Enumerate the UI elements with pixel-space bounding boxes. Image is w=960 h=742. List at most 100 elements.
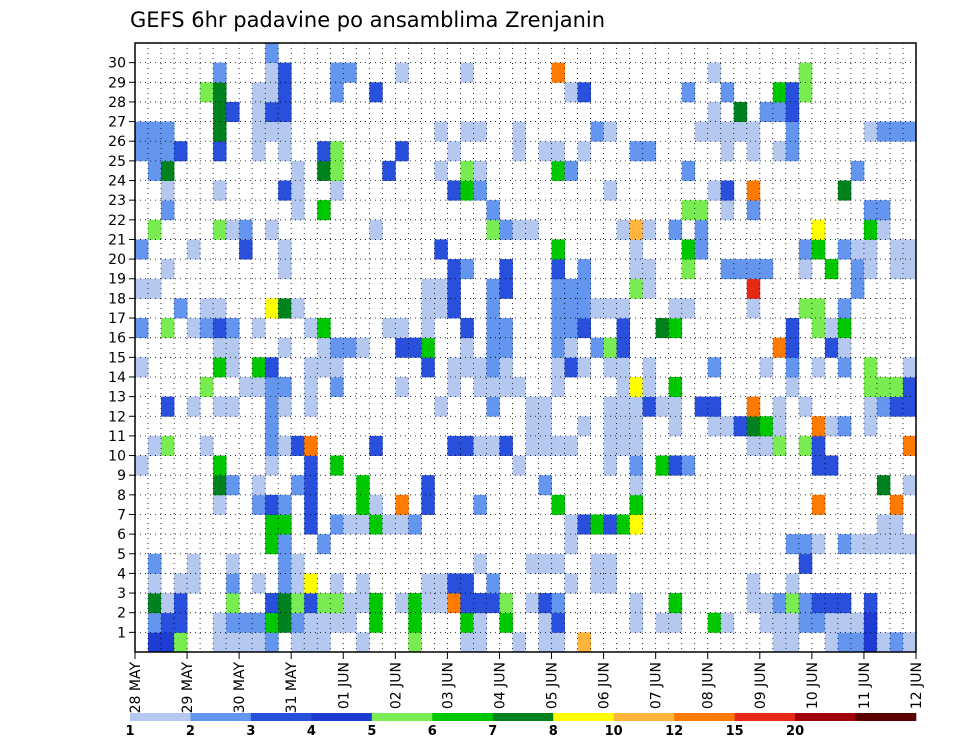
heatmap-cell — [694, 219, 709, 240]
heatmap-cell — [785, 318, 800, 339]
heatmap-cell — [629, 494, 644, 515]
heatmap-cell — [564, 534, 578, 555]
heatmap-cell — [486, 219, 500, 240]
heatmap-cell — [278, 435, 292, 456]
heatmap-cell — [850, 278, 865, 299]
heatmap-cell — [265, 612, 279, 633]
heatmap-cell — [902, 259, 917, 280]
heatmap-cell — [265, 396, 279, 417]
heatmap-cell — [265, 455, 279, 476]
heatmap-cell — [720, 82, 735, 103]
legend-swatch — [492, 713, 554, 721]
heatmap-cell — [447, 376, 461, 398]
heatmap-cell — [564, 318, 578, 339]
heatmap-cell — [824, 455, 839, 476]
heatmap-cell — [538, 435, 552, 456]
heatmap-cell — [655, 612, 670, 633]
heatmap-cell — [148, 632, 162, 653]
heatmap-cell — [252, 318, 266, 339]
heatmap-cell — [603, 180, 618, 201]
heatmap-cell — [629, 376, 644, 398]
heatmap-cell — [265, 534, 279, 555]
heatmap-cell — [798, 396, 813, 417]
heatmap-cell — [421, 278, 435, 299]
heatmap-cell — [681, 160, 696, 181]
heatmap-cell — [200, 376, 214, 398]
heatmap-cell — [447, 278, 461, 299]
heatmap-cell — [902, 121, 917, 142]
heatmap-cell — [564, 160, 578, 181]
heatmap-cell — [603, 337, 618, 358]
heatmap-cell — [629, 278, 644, 299]
heatmap-cell — [161, 435, 175, 456]
x-tick-label: 01 JUN — [336, 662, 352, 709]
heatmap-cell — [304, 632, 318, 653]
heatmap-cell — [434, 573, 448, 594]
heatmap-cell — [798, 62, 813, 83]
heatmap-cell — [135, 141, 149, 162]
heatmap-cell — [174, 141, 188, 162]
heatmap-cell — [720, 200, 735, 221]
heatmap-cell — [681, 455, 696, 476]
heatmap-cell — [330, 612, 344, 633]
heatmap-cell — [902, 534, 917, 555]
heatmap-cell — [395, 376, 409, 398]
heatmap-cell — [174, 612, 188, 633]
heatmap-cell — [226, 593, 240, 614]
heatmap-cell — [577, 278, 591, 299]
heatmap-cell — [317, 337, 331, 358]
heatmap-cell — [213, 632, 227, 653]
heatmap-cell — [889, 494, 904, 515]
heatmap-cell — [252, 632, 266, 653]
x-tick-label: 06 JUN — [597, 662, 613, 709]
heatmap-cell — [694, 121, 709, 142]
heatmap-cell — [161, 612, 175, 633]
legend-label: 6 — [428, 724, 437, 739]
heatmap-cell — [577, 318, 591, 339]
heatmap-cell — [213, 219, 227, 240]
heatmap-cell — [499, 612, 513, 633]
heatmap-cell — [473, 553, 487, 574]
heatmap-cell — [590, 337, 604, 358]
heatmap-cell — [902, 396, 917, 417]
heatmap-cell — [278, 376, 292, 398]
heatmap-cell — [200, 298, 214, 319]
heatmap-cell — [564, 435, 578, 456]
heatmap-cell — [421, 573, 435, 594]
heatmap-cell — [278, 337, 292, 358]
x-tick-label: 02 JUN — [388, 662, 404, 709]
y-tick-label: 2 — [117, 606, 126, 622]
heatmap-cell — [252, 475, 266, 496]
heatmap-cell — [512, 632, 526, 653]
heatmap-cell — [278, 612, 292, 633]
heatmap-cell — [239, 239, 253, 260]
heatmap-cell — [330, 160, 344, 181]
heatmap-cell — [226, 337, 240, 358]
heatmap-cell — [356, 494, 370, 515]
heatmap-cell — [629, 612, 644, 633]
heatmap-cell — [824, 593, 839, 614]
legend-label: 7 — [488, 724, 497, 739]
heatmap-cell — [226, 612, 240, 633]
heatmap-cell — [824, 632, 839, 653]
heatmap-cell — [824, 318, 839, 339]
heatmap-cell — [837, 612, 852, 633]
heatmap-cell — [525, 435, 539, 456]
heatmap-cell — [512, 121, 526, 142]
heatmap-cell — [603, 298, 618, 319]
heatmap-cell — [811, 593, 826, 614]
heatmap-cell — [746, 278, 761, 299]
heatmap-cell — [837, 180, 852, 201]
heatmap-cell — [525, 553, 539, 574]
heatmap-cell — [837, 318, 852, 339]
heatmap-cell — [863, 239, 878, 260]
heatmap-cell — [551, 259, 565, 280]
heatmap-cell — [525, 416, 539, 437]
heatmap-cell — [512, 455, 526, 476]
heatmap-cell — [590, 553, 604, 574]
legend-label: 20 — [786, 724, 804, 739]
heatmap-cell — [746, 180, 761, 201]
heatmap-cell — [616, 514, 631, 535]
heatmap-cell — [681, 200, 696, 221]
heatmap-cell — [746, 200, 761, 221]
